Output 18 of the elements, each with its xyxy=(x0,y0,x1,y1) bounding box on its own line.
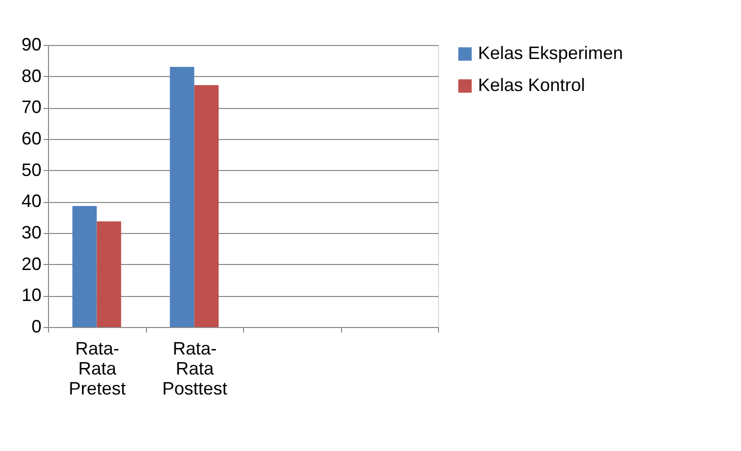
y-tick-label: 70 xyxy=(21,97,42,118)
bar xyxy=(170,66,194,327)
y-tick-label: 20 xyxy=(21,254,42,274)
x-tick-label: Rata-Rata Pretest xyxy=(68,338,126,398)
y-tick-label: 60 xyxy=(21,128,42,148)
y-tick-label: 90 xyxy=(21,34,42,54)
bar xyxy=(96,221,122,327)
y-tick-label: 10 xyxy=(21,285,42,306)
y-tick-label: 0 xyxy=(31,316,42,336)
legend-label: Kelas Kontrol xyxy=(478,75,586,95)
y-tick-label: 80 xyxy=(21,66,42,86)
bar xyxy=(194,85,219,327)
legend-label: Kelas Eksperimen xyxy=(478,43,624,63)
y-tick-label: 30 xyxy=(21,222,42,242)
bar xyxy=(72,206,97,327)
y-tick-label: 40 xyxy=(21,191,42,212)
y-tick-label: 50 xyxy=(21,160,42,180)
x-tick-label: Rata-Rata Posttest xyxy=(162,338,228,398)
